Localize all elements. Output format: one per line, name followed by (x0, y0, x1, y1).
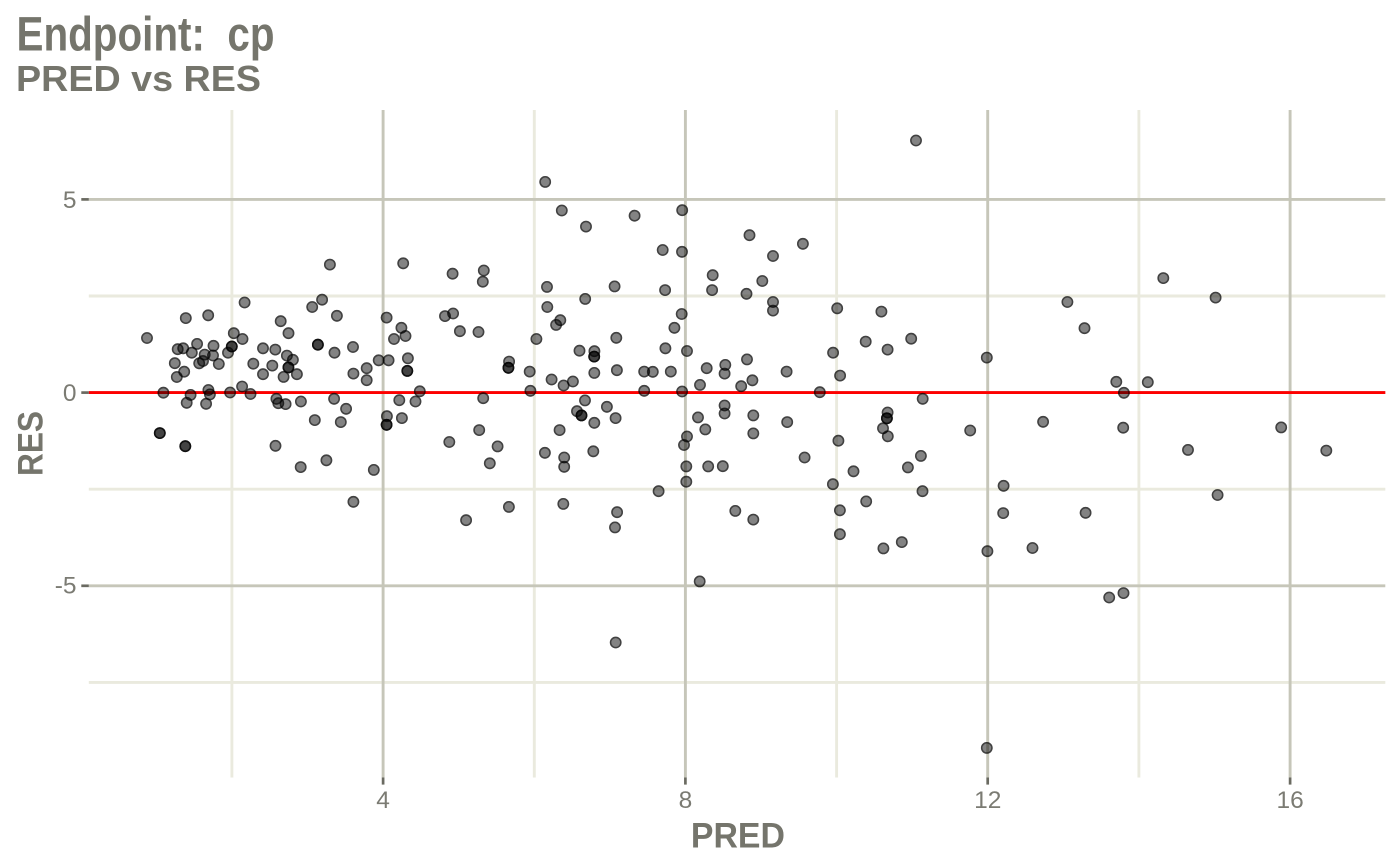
svg-text:RES: RES (12, 411, 51, 476)
svg-text:PRED vs RES: PRED vs RES (16, 58, 261, 99)
svg-text:0: 0 (63, 380, 77, 407)
svg-text:Endpoint: cp: Endpoint: cp (17, 9, 275, 62)
svg-text:-5: -5 (55, 573, 77, 600)
svg-text:4: 4 (376, 787, 390, 814)
svg-text:5: 5 (63, 187, 77, 214)
svg-text:8: 8 (679, 787, 693, 814)
svg-text:12: 12 (974, 787, 1001, 814)
svg-text:16: 16 (1276, 787, 1303, 814)
svg-text:PRED: PRED (691, 817, 785, 856)
